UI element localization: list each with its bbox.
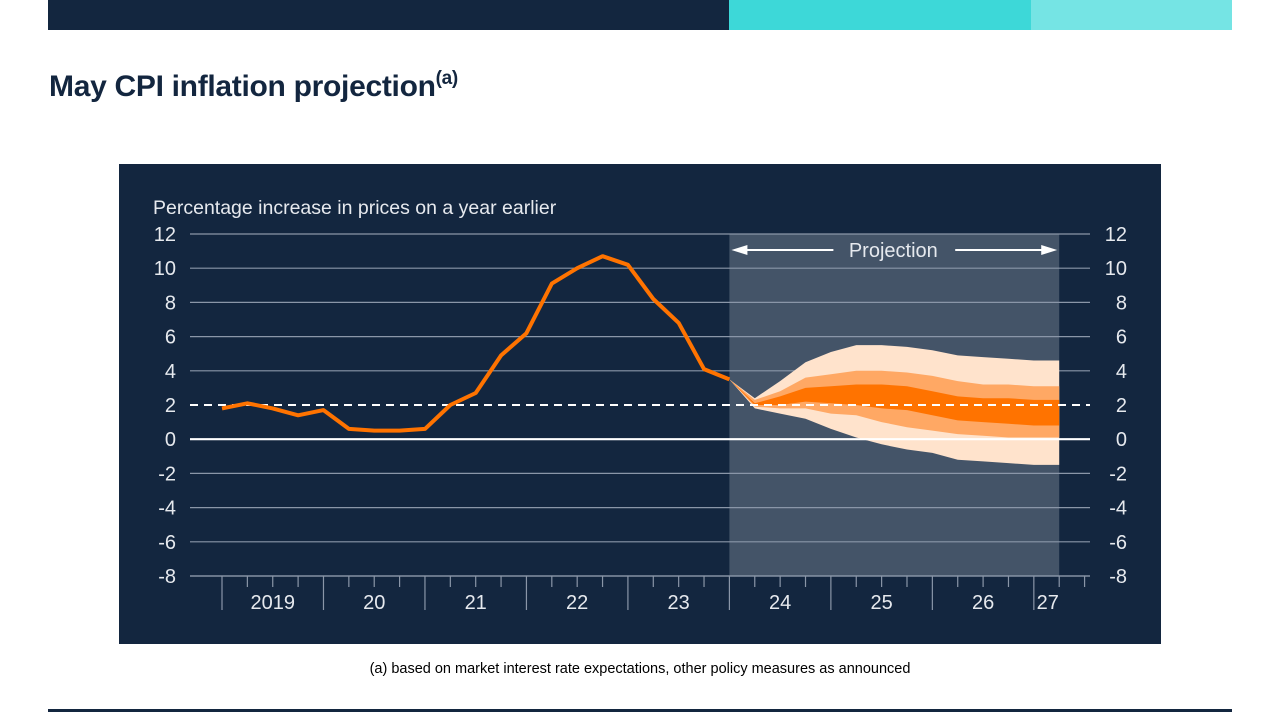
y-tick-label-left: 6 xyxy=(165,327,176,349)
y-tick-label-left: 2 xyxy=(165,395,176,417)
y-tick-label-left: -8 xyxy=(158,566,176,588)
y-tick-label-right: -4 xyxy=(1109,498,1127,520)
projection-label: Projection xyxy=(849,240,938,262)
bottom-rule xyxy=(48,709,1232,712)
x-tick-label: 27 xyxy=(1037,592,1059,614)
projection-label-group: Projection xyxy=(731,240,1058,262)
y-tick-label-right: 2 xyxy=(1116,395,1127,417)
y-tick-label-left: -6 xyxy=(158,532,176,554)
y-tick-label-right: -8 xyxy=(1109,566,1127,588)
y-tick-label-left: 8 xyxy=(165,292,176,314)
footnote: (a) based on market interest rate expect… xyxy=(369,661,911,677)
x-tick-label: 24 xyxy=(769,592,791,614)
arrowhead-left-icon xyxy=(731,245,748,255)
y-tick-label-left: 4 xyxy=(165,361,176,383)
y-tick-label-left: -4 xyxy=(158,498,176,520)
x-tick-label: 22 xyxy=(566,592,588,614)
y-tick-label-left: 0 xyxy=(165,429,176,451)
x-tick-label: 26 xyxy=(972,592,994,614)
header-bar-light-teal xyxy=(1031,0,1232,30)
x-tick-label: 20 xyxy=(363,592,385,614)
title-footnote-marker: (a) xyxy=(435,68,459,89)
y-tick-label-right: 12 xyxy=(1105,224,1127,246)
reference-lines xyxy=(190,404,1090,441)
x-tick-label: 25 xyxy=(870,592,892,614)
arrowhead-right-icon xyxy=(1041,245,1058,255)
y-tick-label-right: 6 xyxy=(1116,327,1127,349)
y-tick-label-right: 0 xyxy=(1116,429,1127,451)
y-tick-label-left: -2 xyxy=(158,463,176,485)
x-tick-label: 2019 xyxy=(250,592,294,614)
x-tick-label: 21 xyxy=(465,592,487,614)
fan-central-band xyxy=(729,379,1060,426)
y-tick-label-right: 4 xyxy=(1116,361,1127,383)
y-tick-label-left: 10 xyxy=(154,258,176,280)
chart-panel: 12 12 10 10 8 8 6 6 4 4 2 2 0 0 -2 -2 -4 -4 -6 -6 -8 -8 2019 20… xyxy=(119,164,1161,644)
y-tick-label-right: 8 xyxy=(1116,292,1127,314)
header-bar-teal xyxy=(729,0,1031,30)
y-axis-label: Percentage increase in prices on a year … xyxy=(153,197,557,219)
x-tick-label: 23 xyxy=(668,592,690,614)
page-title: May CPI inflation projection(a) xyxy=(49,68,459,104)
data-series xyxy=(221,254,731,433)
header-bar-dark xyxy=(48,0,729,30)
y-tick-label-right: -6 xyxy=(1109,532,1127,554)
y-tick-label-right: 10 xyxy=(1105,258,1127,280)
title-text: May CPI inflation projection xyxy=(49,70,436,103)
y-tick-label-left: 12 xyxy=(154,224,176,246)
y-tick-label-right: -2 xyxy=(1109,463,1127,485)
